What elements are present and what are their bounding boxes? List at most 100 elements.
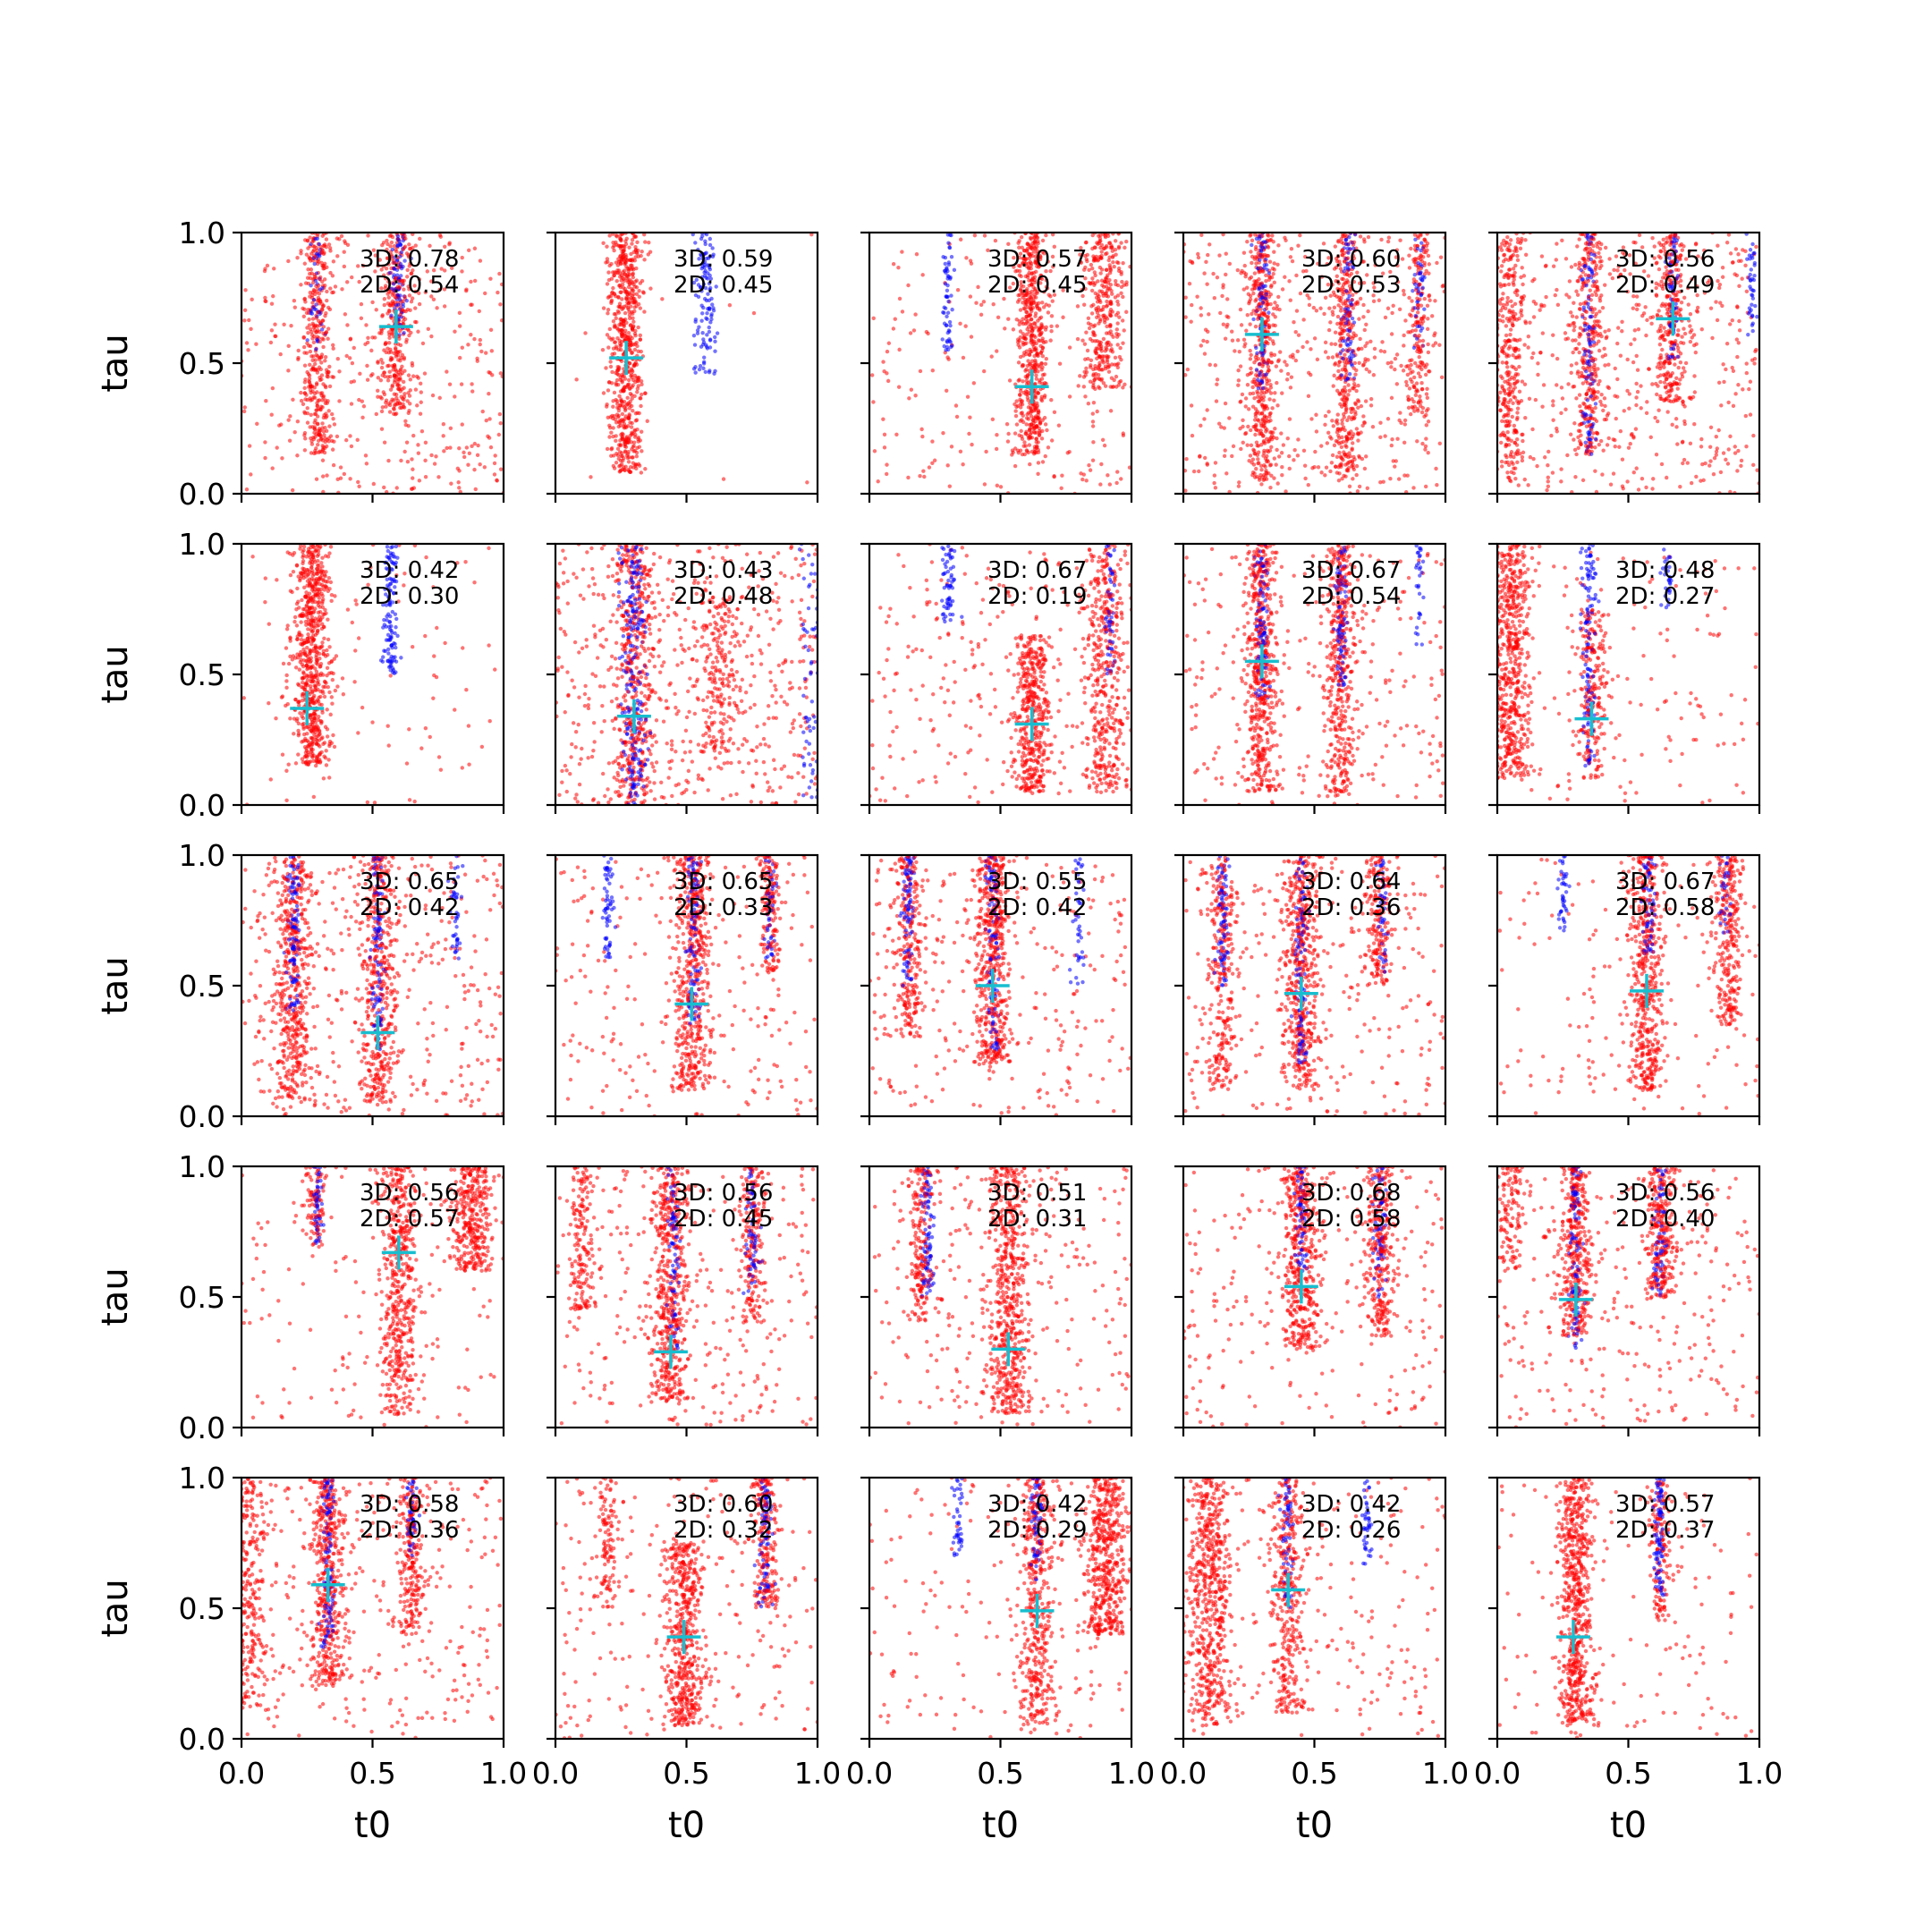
red-point bbox=[356, 264, 360, 268]
red-point bbox=[448, 426, 453, 431]
red-point bbox=[617, 450, 623, 454]
red-point bbox=[1034, 373, 1038, 377]
red-point bbox=[629, 425, 634, 429]
red-point bbox=[1371, 373, 1377, 377]
red-point bbox=[1028, 432, 1032, 436]
red-point bbox=[611, 416, 615, 421]
red-point bbox=[1395, 263, 1400, 268]
red-point bbox=[1108, 267, 1113, 272]
red-point bbox=[1256, 399, 1261, 403]
red-point bbox=[1099, 250, 1104, 254]
red-point bbox=[963, 324, 968, 328]
red-point bbox=[1262, 448, 1267, 453]
red-point bbox=[1256, 391, 1260, 395]
red-point bbox=[633, 432, 638, 437]
red-point bbox=[1252, 377, 1257, 382]
red-point bbox=[1052, 244, 1057, 250]
red-point bbox=[383, 374, 387, 379]
red-point bbox=[1284, 377, 1290, 382]
red-point bbox=[407, 242, 411, 247]
red-point bbox=[310, 240, 315, 244]
red-point bbox=[1244, 328, 1249, 333]
red-point bbox=[897, 347, 902, 352]
blue-point bbox=[710, 246, 715, 250]
red-point bbox=[1416, 265, 1420, 269]
red-point bbox=[1254, 373, 1258, 377]
red-point bbox=[1365, 341, 1369, 345]
red-point bbox=[1340, 388, 1345, 393]
red-point bbox=[1029, 411, 1033, 415]
red-point bbox=[601, 241, 606, 245]
red-point bbox=[1097, 343, 1101, 348]
red-point bbox=[635, 411, 640, 415]
red-point bbox=[610, 270, 615, 275]
red-point bbox=[1205, 408, 1209, 412]
red-point bbox=[1223, 401, 1228, 406]
blue-point bbox=[397, 239, 402, 244]
blue-point bbox=[945, 323, 949, 327]
red-point bbox=[1423, 447, 1428, 452]
red-point bbox=[392, 292, 396, 296]
red-point bbox=[1361, 419, 1367, 425]
red-point bbox=[1119, 291, 1123, 296]
red-point bbox=[1258, 428, 1263, 433]
red-point bbox=[1272, 398, 1276, 402]
blue-point bbox=[1411, 345, 1417, 350]
red-point bbox=[964, 256, 969, 260]
red-point bbox=[1108, 308, 1114, 312]
red-point bbox=[625, 395, 630, 401]
red-point bbox=[1410, 299, 1414, 303]
red-point bbox=[1084, 369, 1089, 375]
red-point bbox=[1368, 396, 1374, 402]
red-point bbox=[631, 319, 636, 324]
red-point bbox=[1254, 284, 1258, 288]
red-point bbox=[484, 351, 488, 355]
red-point bbox=[631, 461, 636, 465]
red-point bbox=[1089, 288, 1095, 293]
red-point bbox=[1254, 297, 1258, 301]
red-point bbox=[1039, 322, 1044, 326]
red-point bbox=[1426, 253, 1431, 258]
red-point bbox=[1029, 263, 1033, 268]
red-point bbox=[1250, 260, 1254, 266]
red-point bbox=[460, 345, 464, 350]
red-point bbox=[412, 319, 418, 325]
red-point bbox=[1247, 301, 1251, 306]
red-point bbox=[614, 434, 618, 438]
red-point bbox=[1249, 275, 1254, 280]
red-point bbox=[606, 345, 611, 350]
red-point bbox=[630, 238, 635, 242]
red-point bbox=[1512, 423, 1517, 428]
red-point bbox=[379, 365, 385, 370]
red-point bbox=[1109, 376, 1114, 380]
red-point bbox=[623, 408, 628, 413]
estimate-marker bbox=[1014, 369, 1049, 404]
blue-point bbox=[1343, 321, 1349, 326]
red-point bbox=[319, 360, 324, 365]
red-point bbox=[1220, 293, 1224, 299]
red-point bbox=[1121, 431, 1125, 436]
red-point bbox=[1243, 272, 1249, 276]
red-point bbox=[1335, 314, 1341, 319]
blue-point bbox=[398, 242, 403, 248]
red-point bbox=[1199, 343, 1204, 348]
blue-point bbox=[708, 236, 713, 242]
red-point bbox=[1060, 473, 1064, 478]
red-point bbox=[408, 402, 412, 406]
red-point bbox=[617, 244, 622, 249]
red-point bbox=[1040, 354, 1046, 359]
red-point bbox=[606, 308, 611, 312]
red-point bbox=[1275, 481, 1280, 486]
blue-point bbox=[399, 250, 404, 255]
red-point bbox=[387, 410, 393, 414]
red-point bbox=[309, 267, 314, 272]
red-point bbox=[1065, 451, 1070, 455]
red-point bbox=[1199, 306, 1203, 310]
red-point bbox=[326, 439, 331, 444]
red-point bbox=[632, 373, 638, 378]
red-point bbox=[1423, 372, 1428, 377]
red-point bbox=[1353, 410, 1358, 414]
red-point bbox=[1730, 365, 1734, 370]
red-point bbox=[318, 339, 322, 344]
red-point bbox=[1037, 262, 1041, 267]
